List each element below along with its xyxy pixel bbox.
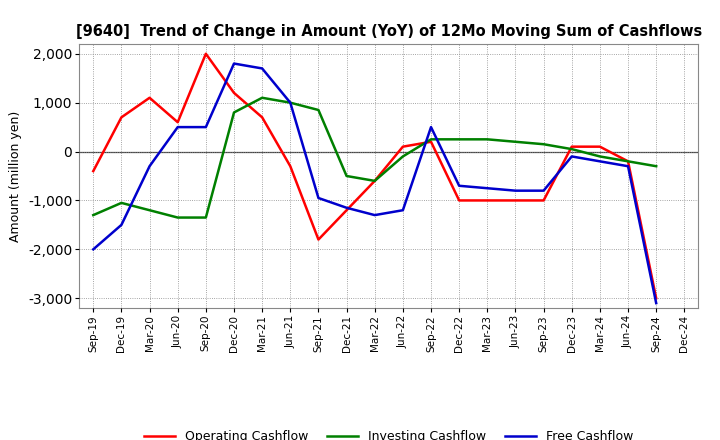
Investing Cashflow (455, 137, 464, 142)
Title: [9640]  Trend of Change in Amount (YoY) of 12Mo Moving Sum of Cashflows: [9640] Trend of Change in Amount (YoY) o… (76, 24, 702, 39)
Free Cashflow (567, 154, 576, 159)
Investing Cashflow (511, 139, 520, 144)
Free Cashflow (370, 213, 379, 218)
Operating Cashflow (230, 90, 238, 95)
Free Cashflow (314, 195, 323, 201)
Line: Investing Cashflow: Investing Cashflow (94, 98, 656, 217)
Operating Cashflow (483, 198, 492, 203)
Investing Cashflow (202, 215, 210, 220)
Investing Cashflow (286, 100, 294, 105)
Investing Cashflow (89, 213, 98, 218)
Operating Cashflow (89, 169, 98, 174)
Legend: Operating Cashflow, Investing Cashflow, Free Cashflow: Operating Cashflow, Investing Cashflow, … (139, 425, 639, 440)
Investing Cashflow (399, 154, 408, 159)
Free Cashflow (455, 183, 464, 188)
Operating Cashflow (145, 95, 154, 100)
Free Cashflow (342, 205, 351, 210)
Investing Cashflow (145, 208, 154, 213)
Free Cashflow (483, 186, 492, 191)
Investing Cashflow (230, 110, 238, 115)
Free Cashflow (511, 188, 520, 193)
Investing Cashflow (427, 137, 436, 142)
Operating Cashflow (258, 115, 266, 120)
Line: Free Cashflow: Free Cashflow (94, 63, 656, 303)
Investing Cashflow (652, 164, 660, 169)
Investing Cashflow (117, 200, 126, 205)
Investing Cashflow (539, 142, 548, 147)
Operating Cashflow (314, 237, 323, 242)
Free Cashflow (89, 247, 98, 252)
Free Cashflow (174, 125, 182, 130)
Investing Cashflow (624, 159, 632, 164)
Free Cashflow (399, 208, 408, 213)
Investing Cashflow (342, 173, 351, 179)
Investing Cashflow (314, 107, 323, 113)
Free Cashflow (624, 164, 632, 169)
Operating Cashflow (342, 208, 351, 213)
Operating Cashflow (117, 115, 126, 120)
Free Cashflow (539, 188, 548, 193)
Free Cashflow (652, 301, 660, 306)
Investing Cashflow (174, 215, 182, 220)
Operating Cashflow (511, 198, 520, 203)
Operating Cashflow (286, 164, 294, 169)
Operating Cashflow (427, 139, 436, 144)
Operating Cashflow (539, 198, 548, 203)
Operating Cashflow (595, 144, 604, 149)
Investing Cashflow (567, 147, 576, 152)
Operating Cashflow (202, 51, 210, 56)
Operating Cashflow (652, 296, 660, 301)
Operating Cashflow (370, 178, 379, 183)
Operating Cashflow (399, 144, 408, 149)
Operating Cashflow (174, 120, 182, 125)
Investing Cashflow (483, 137, 492, 142)
Line: Operating Cashflow: Operating Cashflow (94, 54, 656, 298)
Free Cashflow (427, 125, 436, 130)
Operating Cashflow (455, 198, 464, 203)
Y-axis label: Amount (million yen): Amount (million yen) (9, 110, 22, 242)
Free Cashflow (595, 159, 604, 164)
Investing Cashflow (595, 154, 604, 159)
Free Cashflow (117, 222, 126, 227)
Free Cashflow (286, 100, 294, 105)
Investing Cashflow (258, 95, 266, 100)
Operating Cashflow (624, 159, 632, 164)
Investing Cashflow (370, 178, 379, 183)
Free Cashflow (145, 164, 154, 169)
Free Cashflow (230, 61, 238, 66)
Operating Cashflow (567, 144, 576, 149)
Free Cashflow (202, 125, 210, 130)
Free Cashflow (258, 66, 266, 71)
